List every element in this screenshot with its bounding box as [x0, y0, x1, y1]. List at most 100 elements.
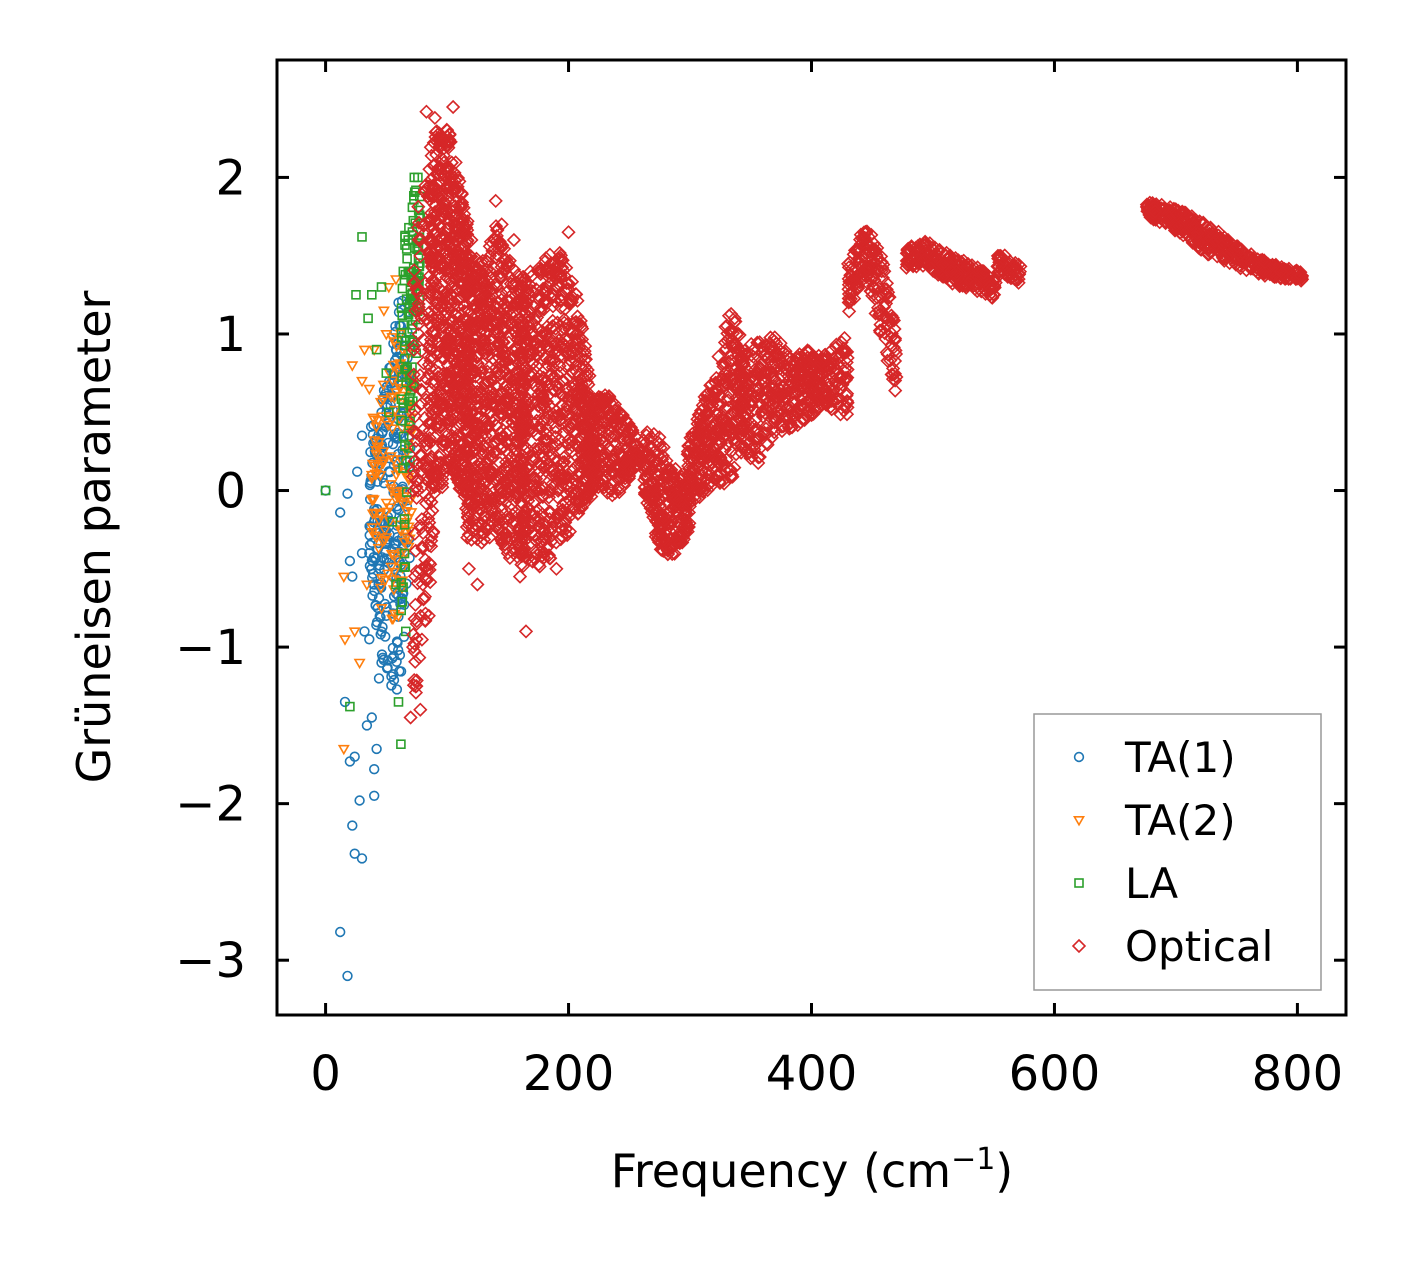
point-optical	[465, 270, 481, 286]
point-optical	[813, 355, 828, 370]
point-optical	[500, 403, 516, 418]
point-optical	[597, 394, 612, 409]
point-optical	[470, 387, 486, 403]
point-optical	[462, 248, 477, 263]
point-ta-2-	[387, 360, 400, 372]
point-optical	[781, 369, 796, 384]
point-ta-1-	[361, 720, 373, 731]
point-optical	[857, 264, 873, 279]
point-optical	[539, 296, 554, 311]
point-optical	[599, 418, 614, 433]
point-optical	[448, 355, 463, 371]
point-optical	[546, 463, 561, 479]
point-optical	[977, 282, 992, 297]
point-optical	[459, 393, 475, 408]
point-optical	[554, 287, 570, 303]
point-optical	[552, 245, 567, 261]
point-optical	[996, 251, 1011, 266]
point-optical	[924, 255, 940, 270]
point-optical	[836, 341, 851, 356]
point-optical	[839, 344, 855, 360]
point-optical	[819, 389, 834, 405]
point-optical	[558, 382, 574, 397]
point-optical	[844, 273, 859, 288]
point-optical	[430, 295, 445, 310]
point-optical	[448, 232, 464, 247]
point-optical	[566, 462, 581, 478]
point-ta-1-	[365, 421, 377, 432]
point-optical	[442, 272, 458, 287]
point-optical	[557, 312, 572, 327]
point-optical	[531, 339, 547, 354]
point-optical	[470, 308, 486, 324]
point-optical	[413, 232, 429, 247]
point-optical	[858, 244, 873, 260]
point-la	[399, 514, 410, 524]
point-optical	[640, 487, 655, 502]
point-la	[413, 205, 424, 216]
point-optical	[592, 474, 607, 489]
point-optical	[419, 371, 434, 386]
point-optical	[723, 444, 739, 459]
point-optical	[692, 482, 707, 497]
point-ta-2-	[370, 449, 383, 461]
point-optical	[763, 330, 778, 345]
point-optical	[463, 367, 478, 382]
point-optical	[502, 391, 518, 406]
point-optical	[480, 349, 495, 364]
point-ta-1-	[342, 970, 353, 982]
point-ta-1-	[394, 665, 405, 677]
point-optical	[431, 365, 446, 380]
point-optical	[555, 471, 571, 486]
point-optical	[478, 281, 493, 296]
point-la	[351, 289, 361, 300]
point-optical	[766, 378, 781, 394]
point-ta-1-	[386, 680, 397, 691]
point-optical	[533, 470, 548, 485]
data-marks	[320, 99, 1310, 982]
point-optical	[479, 493, 495, 509]
point-optical	[469, 518, 484, 533]
point-optical	[747, 362, 763, 377]
point-optical	[740, 407, 755, 422]
point-optical	[602, 406, 617, 421]
point-optical	[469, 350, 485, 365]
point-optical	[667, 546, 682, 561]
point-optical	[526, 450, 541, 465]
point-optical	[711, 468, 726, 483]
point-optical	[541, 339, 556, 354]
point-optical	[504, 481, 519, 497]
point-ta-1-	[371, 619, 382, 631]
point-ta-2-	[360, 580, 373, 591]
point-optical	[424, 375, 439, 390]
point-optical	[666, 477, 682, 492]
point-optical	[873, 324, 888, 340]
point-optical	[407, 672, 422, 688]
point-optical	[513, 482, 528, 497]
point-ta-2-	[377, 306, 390, 317]
point-optical	[501, 303, 516, 319]
point-optical	[639, 470, 655, 485]
point-optical	[448, 422, 463, 438]
point-ta-2-	[370, 422, 383, 434]
point-optical	[434, 350, 449, 365]
point-optical	[595, 448, 610, 463]
point-ta-1-	[376, 657, 387, 668]
point-optical	[532, 333, 547, 348]
point-optical	[533, 421, 549, 436]
point-optical	[740, 402, 756, 417]
point-la	[381, 368, 392, 378]
point-optical	[493, 426, 509, 441]
point-optical	[888, 343, 903, 358]
point-optical	[672, 536, 687, 551]
point-optical	[657, 532, 672, 547]
point-optical	[437, 195, 452, 210]
point-optical	[459, 485, 475, 500]
point-optical	[426, 274, 442, 289]
point-optical	[601, 392, 616, 408]
point-ta-2-	[346, 361, 359, 372]
point-optical	[579, 384, 595, 399]
point-optical	[771, 355, 786, 370]
point-optical	[433, 130, 448, 145]
